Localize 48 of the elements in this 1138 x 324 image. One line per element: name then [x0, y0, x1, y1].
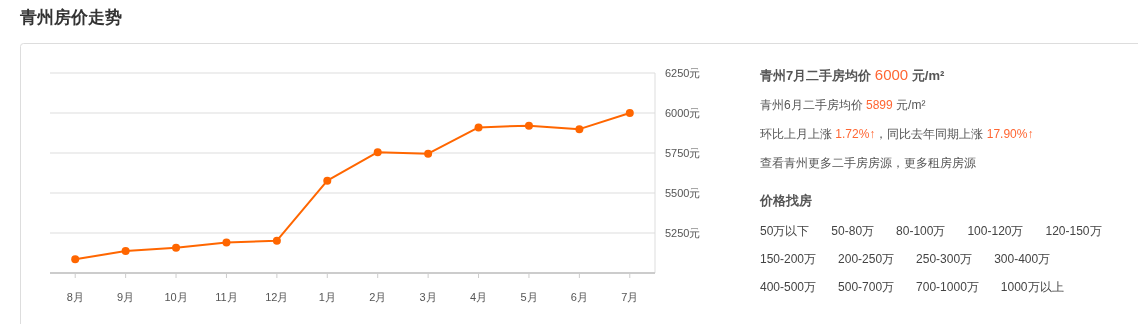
- text: 300-400万: [994, 252, 1051, 266]
- point: [424, 149, 433, 158]
- x-tick-label: 6月: [570, 291, 588, 303]
- x-tick-label: 4月: [469, 291, 488, 303]
- text: 400-500万: [760, 280, 817, 294]
- y-tick-label: 5250元: [665, 227, 701, 239]
- text: 1000万以上: [1000, 280, 1064, 294]
- y-tick-label: 6000元: [665, 107, 701, 119]
- point: [172, 243, 181, 252]
- text: 价格找房: [759, 193, 812, 208]
- x-tick-label: 8月: [66, 291, 84, 303]
- text: 50-80万: [831, 224, 875, 238]
- point: [524, 121, 533, 130]
- x-tick-label: 11月: [215, 291, 238, 303]
- x-tick-label: 12月: [265, 291, 289, 303]
- point: [71, 255, 80, 264]
- x-tick-label: 5月: [520, 291, 538, 303]
- y-tick-label: 5750元: [665, 147, 701, 159]
- y-tick-label: 5500元: [665, 187, 701, 199]
- point: [575, 125, 584, 134]
- x-tick-label: 1月: [318, 291, 336, 303]
- point: [625, 109, 634, 117]
- text: 250-300万: [916, 252, 973, 266]
- point: [272, 236, 281, 245]
- text: 50万以下: [760, 224, 810, 238]
- text: 查看青州更多二手房房源，更多租房房源: [760, 156, 976, 170]
- y-tick-label: 6250元: [665, 67, 701, 79]
- point: [222, 238, 231, 247]
- point: [121, 247, 130, 256]
- text: 200-250万: [838, 252, 895, 266]
- x-tick-label: 3月: [419, 291, 437, 303]
- point: [323, 176, 332, 185]
- x-tick-label: 7月: [621, 291, 639, 303]
- text: 青州7月二手房均价 6000 元/m²: [759, 66, 945, 83]
- point: [474, 123, 483, 132]
- x-tick-label: 10月: [164, 291, 188, 303]
- chart-title: 青州房价走势: [19, 8, 122, 27]
- text: 环比上月上涨 1.72%↑，同比去年同期上涨 17.90%↑: [760, 127, 1034, 141]
- text: 150-200万: [760, 252, 817, 266]
- point: [373, 148, 382, 157]
- x-tick-label: 9月: [117, 291, 135, 303]
- text: 100-120万: [967, 224, 1024, 238]
- text: 700-1000万: [916, 280, 979, 294]
- text: 80-100万: [896, 224, 946, 238]
- x-tick-label: 2月: [369, 291, 387, 303]
- text: 青州6月二手房均价 5899 元/m²: [760, 98, 926, 112]
- text: 120-150万: [1045, 224, 1102, 238]
- text: 500-700万: [838, 280, 895, 294]
